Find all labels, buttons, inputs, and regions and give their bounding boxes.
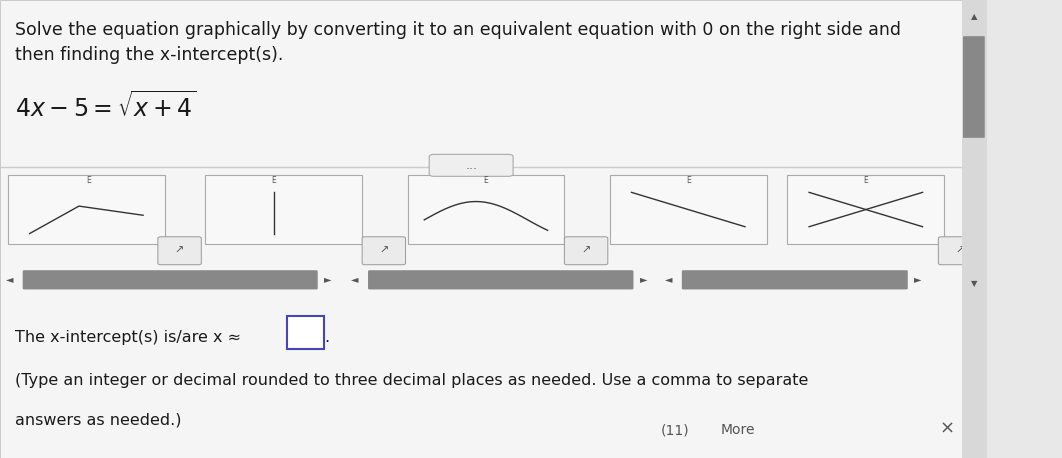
Text: ◄: ◄ <box>665 274 672 284</box>
Text: then finding the x-intercept(s).: then finding the x-intercept(s). <box>15 46 284 64</box>
Text: ↗: ↗ <box>175 246 185 256</box>
Text: ↗: ↗ <box>581 246 590 256</box>
Text: $4x - 5 = \sqrt{x + 4}$: $4x - 5 = \sqrt{x + 4}$ <box>15 92 196 122</box>
Text: ...: ... <box>465 159 478 172</box>
Text: Solve the equation graphically by converting it to an equivalent equation with 0: Solve the equation graphically by conver… <box>15 21 901 38</box>
Text: The x-intercept(s) is/are x ≈: The x-intercept(s) is/are x ≈ <box>15 330 246 345</box>
FancyBboxPatch shape <box>787 175 944 244</box>
FancyBboxPatch shape <box>369 270 633 289</box>
Text: ◄: ◄ <box>352 274 359 284</box>
Text: (11): (11) <box>661 423 689 437</box>
Text: ►: ► <box>639 274 647 284</box>
Text: (Type an integer or decimal rounded to three decimal places as needed. Use a com: (Type an integer or decimal rounded to t… <box>15 373 808 388</box>
Text: ◄: ◄ <box>6 274 14 284</box>
FancyBboxPatch shape <box>0 0 962 458</box>
FancyBboxPatch shape <box>408 175 564 244</box>
FancyBboxPatch shape <box>962 0 987 458</box>
Text: .: . <box>325 330 329 345</box>
FancyBboxPatch shape <box>682 270 908 289</box>
Text: E: E <box>86 176 91 185</box>
Text: ▼: ▼ <box>971 279 978 289</box>
FancyBboxPatch shape <box>610 175 767 244</box>
FancyBboxPatch shape <box>564 237 607 265</box>
Text: ►: ► <box>914 274 922 284</box>
Text: ×: × <box>940 420 955 437</box>
Text: ►: ► <box>324 274 331 284</box>
Text: ↗: ↗ <box>379 246 389 256</box>
Text: More: More <box>720 423 755 437</box>
FancyBboxPatch shape <box>158 237 202 265</box>
FancyBboxPatch shape <box>22 270 318 289</box>
Text: E: E <box>686 176 690 185</box>
FancyBboxPatch shape <box>963 36 984 138</box>
Text: E: E <box>863 176 869 185</box>
FancyBboxPatch shape <box>7 175 165 244</box>
Text: ↗: ↗ <box>956 246 964 256</box>
FancyBboxPatch shape <box>362 237 406 265</box>
FancyBboxPatch shape <box>939 237 981 265</box>
Text: E: E <box>483 176 489 185</box>
FancyBboxPatch shape <box>205 175 362 244</box>
FancyBboxPatch shape <box>287 316 324 349</box>
Text: answers as needed.): answers as needed.) <box>15 412 182 427</box>
FancyBboxPatch shape <box>429 154 513 176</box>
Text: E: E <box>272 176 276 185</box>
Text: ▲: ▲ <box>971 11 978 21</box>
